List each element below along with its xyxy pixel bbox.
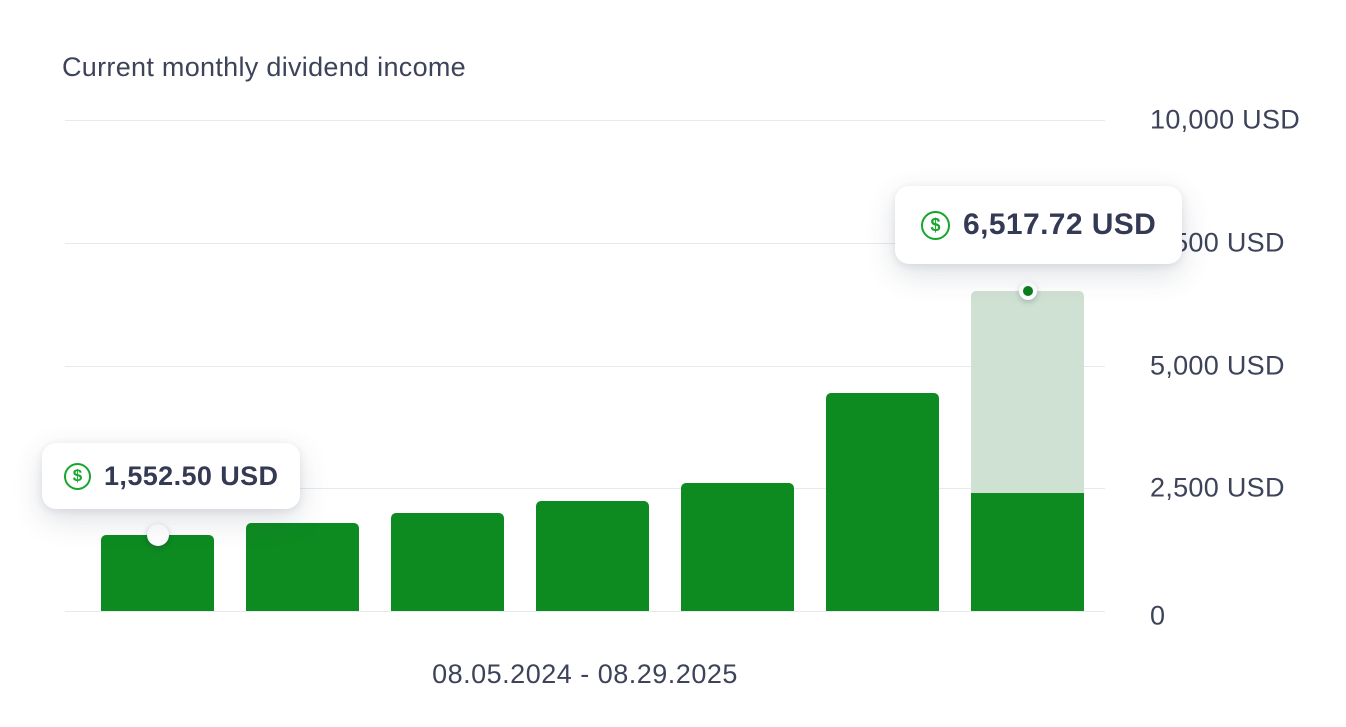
- white-dot-marker: [146, 523, 169, 546]
- bar-6[interactable]: [826, 392, 939, 611]
- y-tick-label: 2,500 USD: [1150, 472, 1285, 503]
- tooltip-value: 1,552.50 USD: [104, 460, 279, 491]
- y-tick-label: 5,000 USD: [1150, 350, 1285, 380]
- bar-realized-portion: [971, 493, 1084, 611]
- bar-4[interactable]: [536, 500, 649, 611]
- dollar-icon: $: [64, 462, 91, 490]
- green-dot-marker: [1018, 281, 1037, 300]
- dollar-icon: $: [921, 210, 950, 240]
- tooltip-value: 6,517.72 USD: [963, 208, 1157, 241]
- gridline: [65, 611, 1105, 612]
- gridline: [65, 488, 1105, 490]
- bar-2[interactable]: [246, 522, 359, 611]
- plot-area: [65, 120, 1105, 612]
- tooltip-last-bar: $ 6,517.72 USD: [895, 186, 1183, 264]
- bar-1[interactable]: [101, 534, 214, 611]
- gridline: [65, 242, 1105, 244]
- gridline: [65, 120, 1105, 121]
- bar-7[interactable]: [971, 290, 1084, 611]
- y-tick-label: 10,000 USD: [1150, 104, 1301, 135]
- bar-3[interactable]: [391, 512, 504, 611]
- tooltip-first-bar: $ 1,552.50 USD: [42, 443, 301, 509]
- bar-5[interactable]: [681, 483, 794, 611]
- date-range-caption: 08.05.2024 - 08.29.2025: [432, 659, 738, 689]
- gridline: [65, 365, 1105, 367]
- y-tick-label: 0: [1150, 600, 1166, 631]
- chart-title: Current monthly dividend income: [62, 52, 466, 82]
